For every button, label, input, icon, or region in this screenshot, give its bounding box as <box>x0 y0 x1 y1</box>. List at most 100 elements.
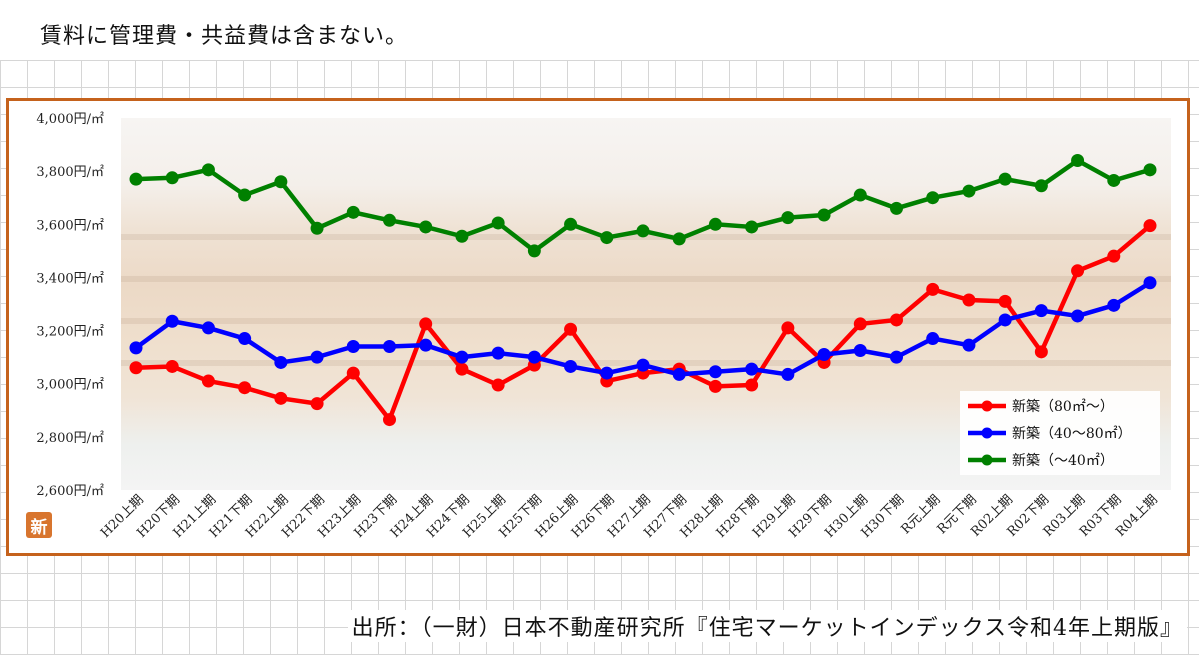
data-point <box>781 211 795 225</box>
y-tick-label: 2,600円/㎡ <box>36 484 104 499</box>
data-point <box>962 184 976 198</box>
data-point <box>491 346 505 360</box>
series-group <box>129 154 1157 427</box>
data-point <box>853 344 867 357</box>
data-point <box>1143 163 1157 177</box>
data-point <box>600 366 614 380</box>
data-point <box>564 217 578 231</box>
data-point <box>890 313 903 327</box>
data-point <box>1071 154 1085 168</box>
data-point <box>129 341 143 355</box>
data-point <box>165 314 179 328</box>
data-point <box>708 379 722 393</box>
data-point <box>455 229 469 243</box>
data-point <box>636 224 650 238</box>
data-point <box>998 313 1012 327</box>
data-point <box>745 362 759 376</box>
series-1 <box>129 276 1157 381</box>
x-axis: H20上期H20下期H21上期H21下期H22上期H22下期H23上期H23下期… <box>98 492 1161 541</box>
y-tick-label: 3,600円/㎡ <box>36 218 104 233</box>
data-point <box>781 321 795 335</box>
legend-swatch-marker <box>981 454 993 466</box>
data-point <box>165 171 179 185</box>
data-point <box>853 188 867 202</box>
data-point <box>1071 264 1085 278</box>
y-tick-label: 4,000円/㎡ <box>36 112 104 127</box>
data-point <box>1034 304 1048 318</box>
legend-item: 新築（～40㎡） <box>968 453 1114 469</box>
source-citation: 出所：（一財）日本不動産研究所『住宅マーケットインデックス令和4年上期版』 <box>347 610 1187 642</box>
data-point <box>201 163 215 177</box>
data-point <box>238 381 252 395</box>
data-point <box>636 358 650 372</box>
data-point <box>1107 249 1121 263</box>
data-point <box>491 216 505 230</box>
data-point <box>853 317 867 331</box>
x-tick-label: R元上期 <box>898 492 943 537</box>
data-point <box>672 232 686 246</box>
data-point <box>527 350 541 364</box>
data-point <box>238 188 252 202</box>
y-tick-label: 3,000円/㎡ <box>36 378 104 393</box>
legend-swatch-marker <box>981 427 993 439</box>
y-axis: 2,600円/㎡ 2,800円/㎡ 3,000円/㎡ 3,200円/㎡ 3,400円/㎡… <box>36 112 104 499</box>
y-tick-label: 2,800円/㎡ <box>36 431 104 446</box>
legend: 新築（80㎡～） 新築（40～80㎡） 新築（～40㎡） <box>960 391 1160 475</box>
data-point <box>708 365 722 379</box>
data-point <box>926 191 940 205</box>
data-point <box>926 332 940 346</box>
y-tick-label: 3,200円/㎡ <box>36 325 104 340</box>
data-point <box>419 338 433 352</box>
legend-label: 新築（80㎡～） <box>1012 399 1114 415</box>
data-point <box>419 317 433 331</box>
legend-label: 新築（～40㎡） <box>1012 453 1114 469</box>
data-point <box>672 367 686 381</box>
data-point <box>745 220 759 234</box>
new-build-logo: 新 <box>26 512 52 538</box>
legend-label: 新築（40～80㎡） <box>1012 426 1132 442</box>
data-point <box>1071 309 1085 323</box>
data-point <box>346 366 360 380</box>
data-point <box>1143 276 1157 290</box>
legend-swatch-marker <box>981 400 993 412</box>
data-point <box>781 367 795 381</box>
data-point <box>383 340 396 354</box>
data-point <box>238 332 252 346</box>
series-0 <box>129 219 1157 427</box>
data-point <box>491 378 505 392</box>
data-point <box>962 338 976 352</box>
data-point <box>346 340 360 354</box>
data-point <box>383 213 396 227</box>
data-point <box>129 172 143 186</box>
data-point <box>1034 345 1048 359</box>
data-point <box>419 220 433 234</box>
y-tick-label: 3,800円/㎡ <box>36 165 104 180</box>
data-point <box>745 378 759 392</box>
series-2 <box>129 154 1157 258</box>
data-point <box>383 413 396 427</box>
data-point <box>564 359 578 373</box>
data-point <box>962 293 976 307</box>
note-text: 賃料に管理費・共益費は含まない。 <box>40 24 409 49</box>
data-point <box>817 208 831 222</box>
y-tick-label: 3,400円/㎡ <box>36 271 104 286</box>
data-point <box>129 361 143 375</box>
data-point <box>201 321 215 335</box>
data-point <box>600 231 614 245</box>
data-point <box>564 322 578 336</box>
data-point <box>165 359 179 373</box>
data-point <box>346 205 360 219</box>
data-point <box>1107 298 1121 312</box>
data-point <box>890 350 903 364</box>
data-point <box>455 350 469 364</box>
data-point <box>274 391 288 405</box>
data-point <box>201 374 215 388</box>
data-point <box>1107 173 1121 187</box>
data-point <box>274 175 288 189</box>
data-point <box>1143 219 1157 233</box>
data-point <box>890 201 903 215</box>
data-point <box>310 350 324 364</box>
data-point <box>998 294 1012 308</box>
data-point <box>274 355 288 369</box>
